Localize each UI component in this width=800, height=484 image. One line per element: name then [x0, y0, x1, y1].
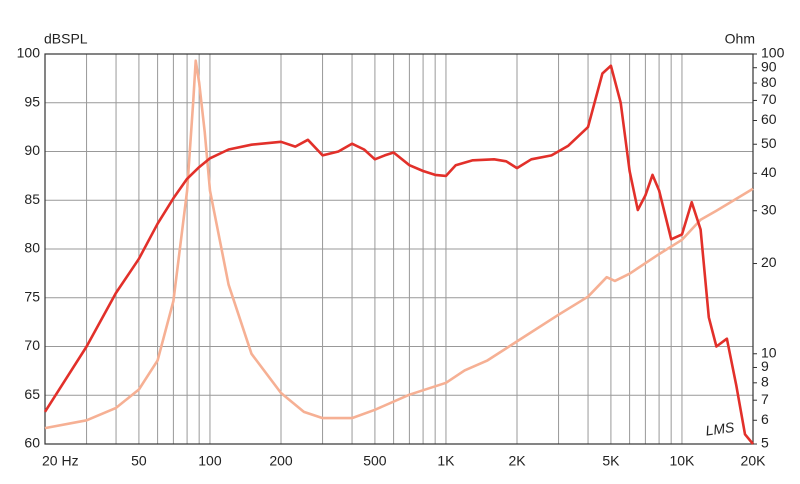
plot-frame — [44, 53, 754, 445]
y2-tick-label: 70 — [761, 91, 777, 107]
y2-tick-label: 6 — [761, 411, 769, 427]
y-tick-label: 90 — [24, 142, 40, 158]
y-tick-label: 100 — [17, 45, 41, 61]
x-tick-label: 100 — [198, 453, 222, 469]
logo: LMS — [704, 419, 735, 439]
y2-tick-label: 7 — [761, 391, 769, 407]
y2-tick-label: 90 — [761, 58, 777, 74]
y2-tick-label: 50 — [761, 135, 777, 151]
y2-tick-label: 10 — [761, 344, 777, 360]
y-tick-label: 65 — [24, 386, 40, 402]
y2-tick-label: 9 — [761, 358, 769, 374]
x-tick-label: 200 — [269, 453, 293, 469]
y-tick-label: 85 — [24, 191, 40, 207]
x-tick-label: 20K — [741, 453, 767, 469]
y2-tick-label: 80 — [761, 74, 777, 90]
x-tick-label: 5K — [602, 453, 620, 469]
y2-tick-label: 100 — [761, 45, 785, 61]
y-tick-label: 70 — [24, 337, 40, 353]
y-tick-label: 95 — [24, 93, 40, 109]
y2-axis-label: Ohm — [725, 31, 755, 47]
x-tick-label: 20 Hz — [42, 453, 79, 469]
y2-tick-label: 30 — [761, 201, 777, 217]
x-tick-label: 10K — [669, 453, 695, 469]
series-line — [43, 64, 755, 445]
x-tick-label: 2K — [508, 453, 526, 469]
x-tick-label: 500 — [363, 453, 387, 469]
y-tick-label: 80 — [24, 240, 40, 256]
y2-tick-label: 40 — [761, 164, 777, 180]
y2-tick-label: 60 — [761, 111, 777, 127]
x-tick-label: 1K — [437, 453, 455, 469]
y2-tick-label: 8 — [761, 374, 769, 390]
x-tick-label: 50 — [131, 453, 147, 469]
series-line — [44, 59, 754, 430]
y2-tick-label: 5 — [761, 435, 769, 451]
y-axis-label: dBSPL — [44, 31, 88, 47]
y-tick-label: 60 — [24, 435, 40, 451]
y2-tick-label: 20 — [761, 254, 777, 270]
y-tick-label: 75 — [24, 288, 40, 304]
